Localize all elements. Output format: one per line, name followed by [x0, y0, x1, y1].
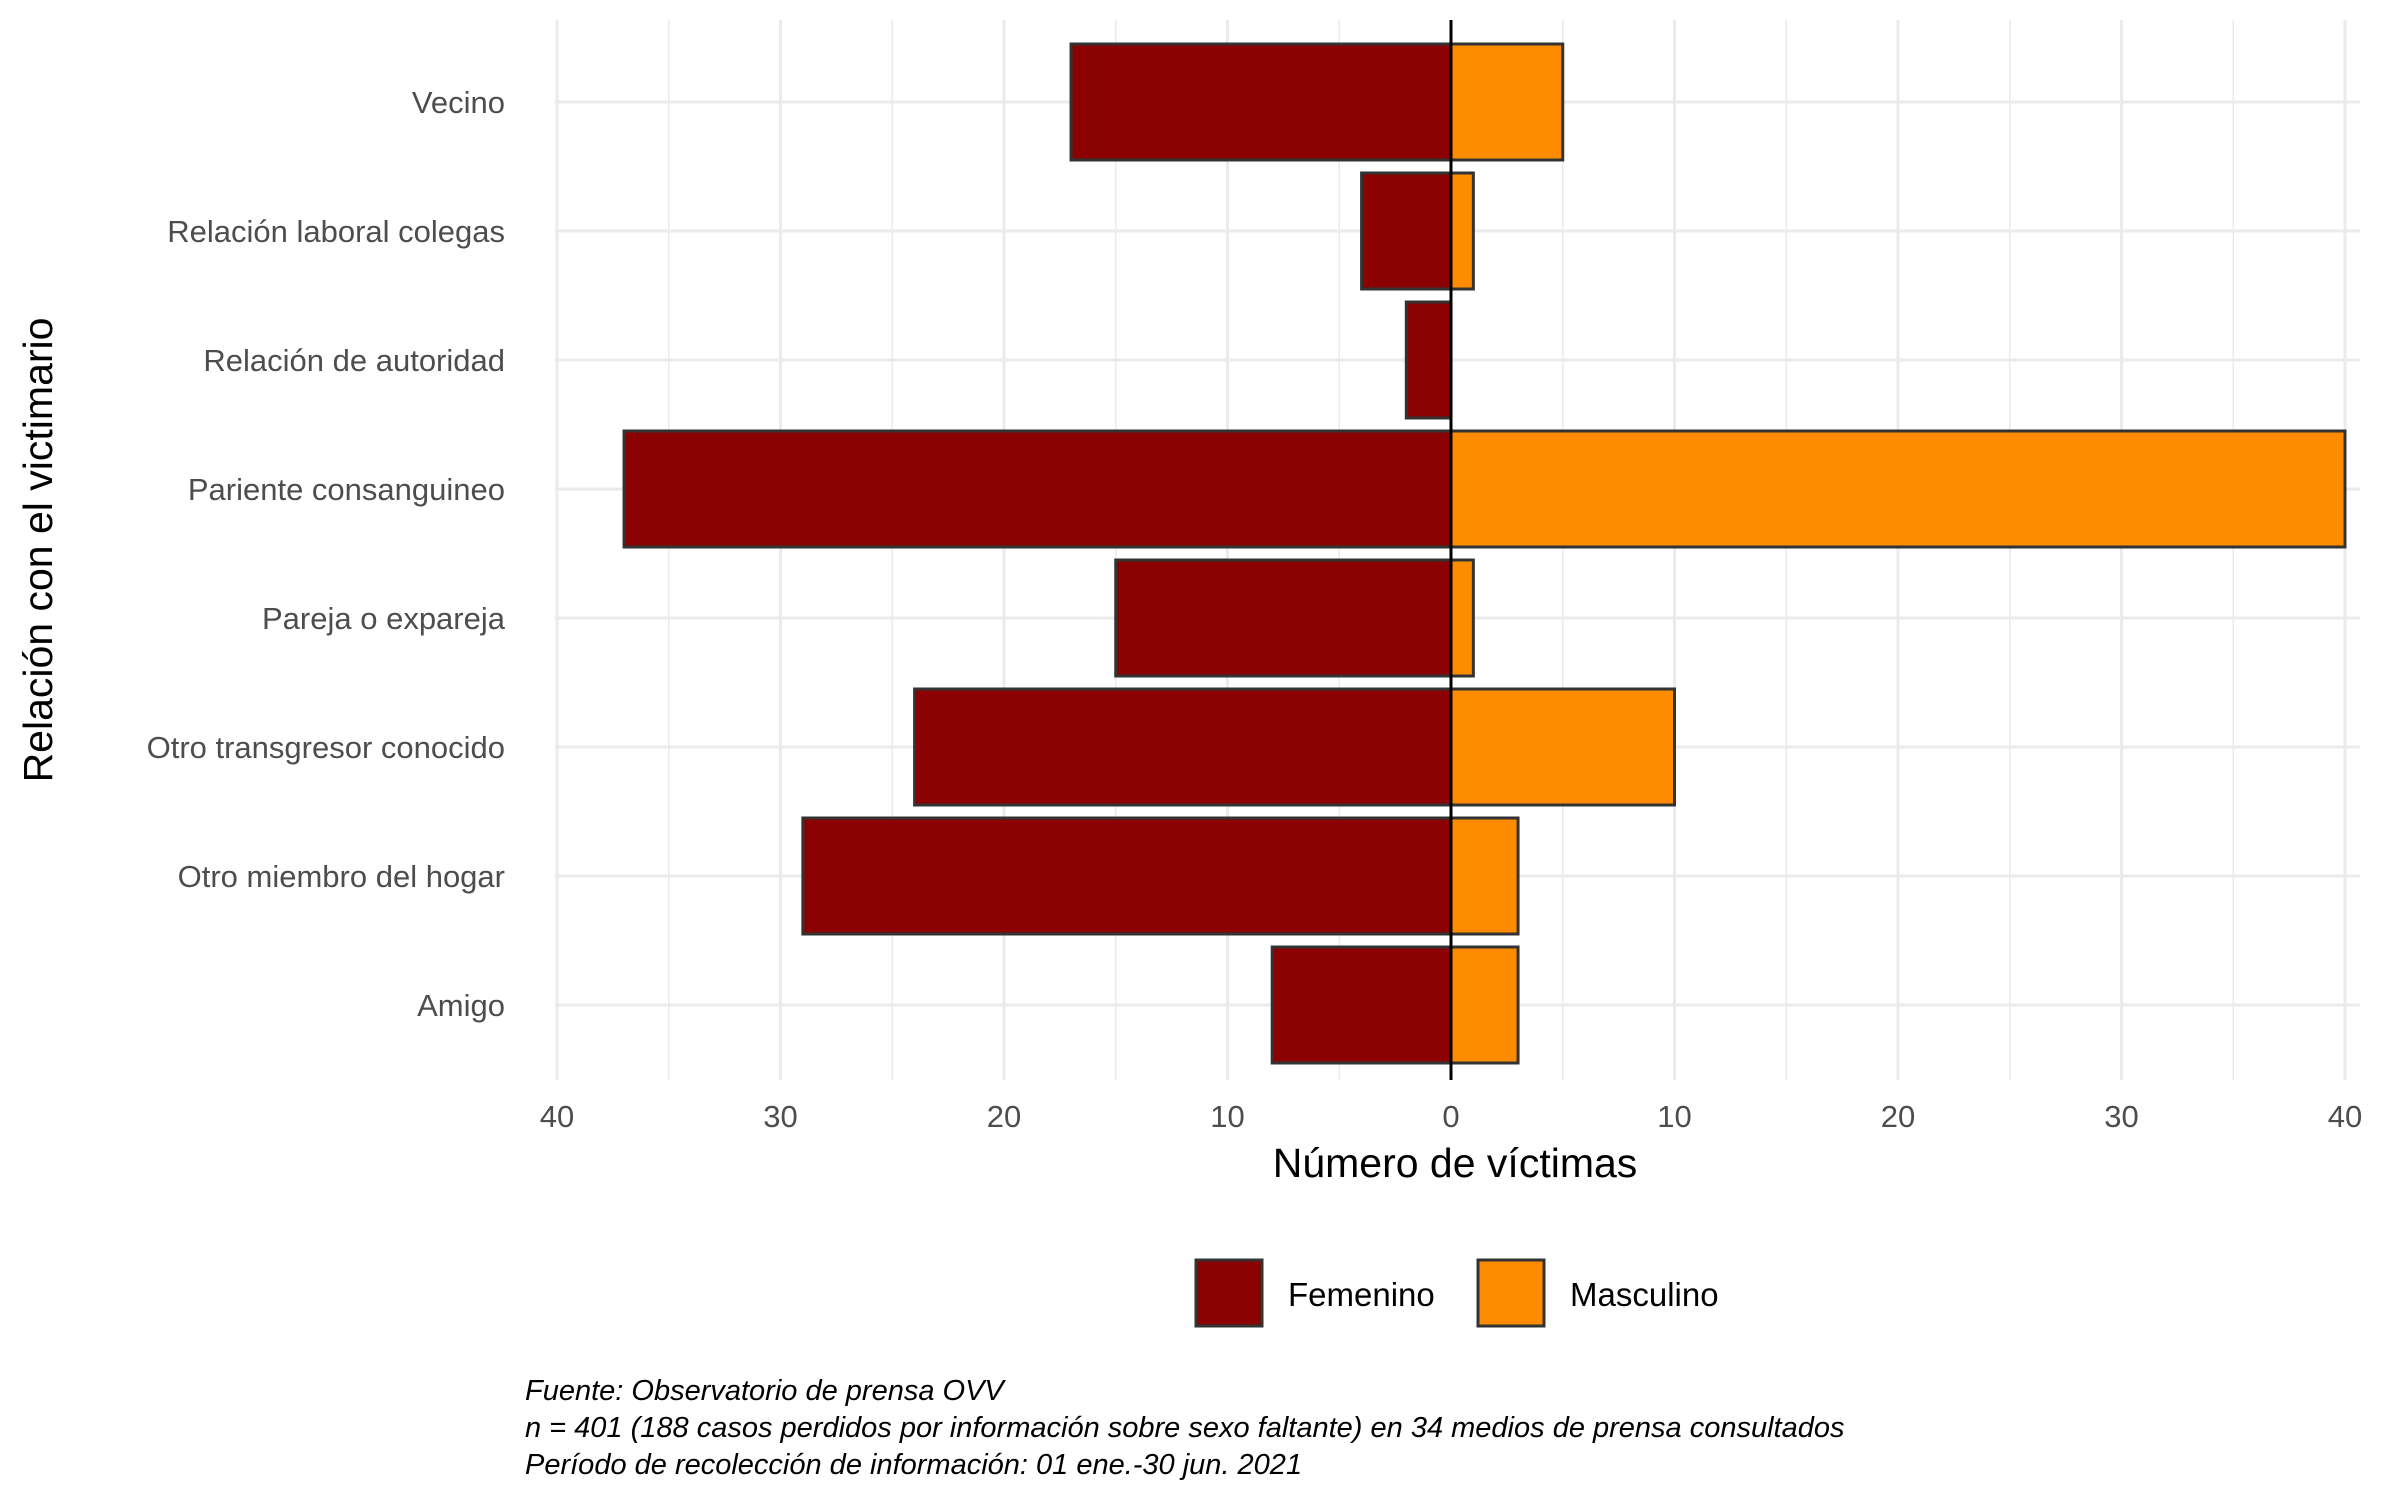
bar-masculino — [1449, 42, 1565, 162]
bar-femenino — [1069, 42, 1453, 162]
y-tick-label: Otro miembro del hogar — [178, 859, 505, 894]
bar-masculino — [1449, 687, 1676, 807]
x-tick-label: 40 — [2328, 1099, 2362, 1134]
x-tick-label: 30 — [763, 1099, 797, 1134]
bar-femenino — [1360, 171, 1453, 291]
legend: Femenino Masculino — [1194, 1258, 1719, 1328]
y-tick-labels: Vecino Relación laboral colegas Relación d… — [147, 85, 506, 1023]
caption: Fuente: Observatorio de prensa OVV n = 4… — [525, 1375, 1845, 1481]
legend-label-femenino: Femenino — [1288, 1276, 1435, 1313]
bar-femenino — [913, 687, 1453, 807]
x-tick-label: 40 — [540, 1099, 574, 1134]
y-tick-label: Pariente consanguineo — [188, 472, 505, 507]
bar-femenino — [1114, 558, 1453, 678]
bar-masculino — [1449, 558, 1475, 678]
legend-swatch-femenino — [1194, 1258, 1264, 1328]
y-tick-label: Vecino — [412, 85, 505, 120]
legend-label-masculino: Masculino — [1570, 1276, 1719, 1313]
x-tick-label: 30 — [2104, 1099, 2138, 1134]
x-tick-labels: 40 30 20 10 0 10 20 30 40 — [540, 1099, 2362, 1134]
legend-swatch-masculino — [1476, 1258, 1546, 1328]
bar-femenino — [622, 429, 1453, 549]
y-tick-label: Relación de autoridad — [203, 343, 505, 378]
x-axis-title: Número de víctimas — [1273, 1140, 1638, 1186]
y-axis-title: Relación con el victimario — [15, 318, 61, 783]
bar-masculino — [1449, 816, 1520, 936]
y-tick-label: Pareja o expareja — [262, 601, 506, 636]
bar-femenino — [801, 816, 1453, 936]
bar-femenino — [1404, 300, 1453, 420]
bar-masculino — [1449, 171, 1475, 291]
x-tick-label: 0 — [1442, 1099, 1459, 1134]
caption-source: Fuente: Observatorio de prensa OVV — [525, 1375, 1006, 1407]
y-tick-label: Otro transgresor conocido — [147, 730, 505, 765]
x-tick-label: 20 — [1881, 1099, 1915, 1134]
bar-masculino — [1449, 429, 2347, 549]
caption-sample: n = 401 (188 casos perdidos por informac… — [525, 1412, 1845, 1444]
bar-femenino — [1270, 945, 1453, 1065]
y-tick-label: Relación laboral colegas — [167, 214, 505, 249]
bars — [622, 42, 2347, 1065]
x-tick-label: 10 — [1657, 1099, 1691, 1134]
y-tick-label: Amigo — [417, 988, 505, 1023]
bar-masculino — [1449, 945, 1520, 1065]
caption-period: Período de recolección de información: 0… — [525, 1449, 1302, 1481]
x-tick-label: 20 — [987, 1099, 1021, 1134]
x-tick-label: 10 — [1210, 1099, 1244, 1134]
